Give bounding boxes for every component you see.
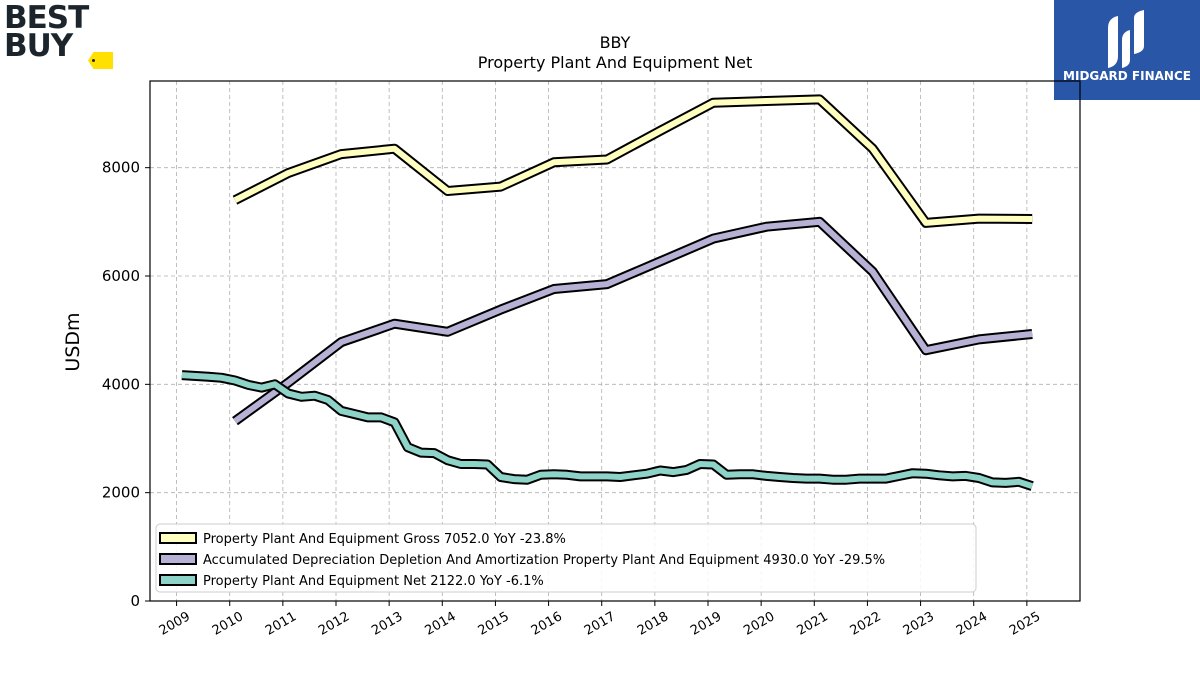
watermark-text: MIDGARD FINANCE [1063, 69, 1191, 83]
midgard-finance-logo: MIDGARD FINANCE [1054, 0, 1200, 100]
x-tick-label-2017: 2017 [582, 609, 618, 639]
y-tick-label-8000: 8000 [102, 159, 140, 177]
plot-frame [149, 80, 1081, 602]
chart-title: BBY [600, 33, 631, 52]
x-tick-label-2016: 2016 [529, 609, 565, 639]
x-tick-label-2021: 2021 [794, 609, 830, 639]
x-tick-label-2019: 2019 [688, 609, 724, 639]
x-tick-label-2012: 2012 [316, 609, 352, 639]
legend-label-1: Property Plant And Equipment Gross 7052.… [203, 532, 566, 547]
y-tick-label-2000: 2000 [102, 484, 140, 502]
logo-text-line2: BUY [4, 28, 73, 64]
x-tick-label-2025: 2025 [1007, 609, 1043, 639]
x-tick-label-2009: 2009 [157, 609, 193, 639]
y-tick-label-0: 0 [130, 592, 140, 610]
legend-label-3: Property Plant And Equipment Net 2122.0 … [203, 574, 544, 589]
chart-subtitle: Property Plant And Equipment Net [478, 53, 753, 72]
series-outline-3 [181, 370, 1034, 491]
legend: Property Plant And Equipment Gross 7052.… [155, 523, 977, 593]
y-axis-label: USDm [62, 312, 84, 371]
y-tick-label-6000: 6000 [102, 267, 140, 285]
series-line-2 [233, 218, 1033, 424]
x-tick-label-2015: 2015 [476, 609, 512, 639]
series-outline-2 [232, 216, 1033, 426]
legend-swatch-3 [159, 574, 197, 586]
legend-box [155, 523, 977, 593]
series-line-1 [233, 96, 1033, 226]
price-tag-hole-icon [92, 59, 95, 62]
legend-swatch-1 [159, 532, 197, 544]
series-layer [181, 94, 1034, 491]
x-tick-label-2020: 2020 [741, 609, 777, 639]
best-buy-logo: BEST BUY [4, 0, 114, 69]
x-tick-label-2023: 2023 [901, 609, 937, 639]
x-tick-label-2024: 2024 [954, 609, 990, 639]
x-tick-label-2022: 2022 [848, 609, 884, 639]
x-tick-label-2011: 2011 [263, 609, 299, 639]
midgard-mark-icon [1108, 10, 1144, 68]
x-tick-label-2013: 2013 [369, 609, 405, 639]
x-tick-label-2018: 2018 [635, 609, 671, 639]
logo-text-line1: BEST [4, 0, 89, 36]
legend-label-2: Accumulated Depreciation Depletion And A… [203, 553, 885, 568]
price-tag-icon [88, 52, 113, 69]
series-line-3 [181, 372, 1034, 489]
y-tick-label-4000: 4000 [102, 375, 140, 393]
x-tick-label-2014: 2014 [422, 609, 458, 639]
legend-swatch-2 [159, 553, 197, 565]
x-tick-label-2010: 2010 [210, 609, 246, 639]
